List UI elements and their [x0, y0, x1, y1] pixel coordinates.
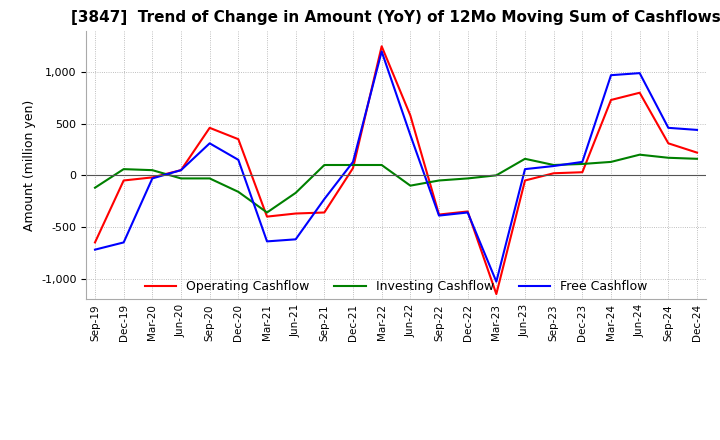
- Operating Cashflow: [320, 210, 328, 215]
- Free Cashflow: [464, 210, 472, 215]
- Free Cashflow: [492, 279, 500, 284]
- Line: Free Cashflow: Free Cashflow: [95, 51, 697, 282]
- Free Cashflow: [406, 132, 415, 138]
- Operating Cashflow: [435, 212, 444, 217]
- Free Cashflow: [693, 127, 701, 132]
- Investing Cashflow: [234, 189, 243, 194]
- Title: [3847]  Trend of Change in Amount (YoY) of 12Mo Moving Sum of Cashflows: [3847] Trend of Change in Amount (YoY) o…: [71, 11, 720, 26]
- Free Cashflow: [635, 70, 644, 76]
- Free Cashflow: [91, 247, 99, 252]
- Operating Cashflow: [464, 209, 472, 214]
- Investing Cashflow: [578, 161, 587, 167]
- Operating Cashflow: [607, 97, 616, 103]
- Investing Cashflow: [91, 185, 99, 191]
- Operating Cashflow: [521, 178, 529, 183]
- Operating Cashflow: [205, 125, 214, 131]
- Free Cashflow: [120, 240, 128, 245]
- Investing Cashflow: [205, 176, 214, 181]
- Operating Cashflow: [176, 168, 185, 173]
- Investing Cashflow: [377, 162, 386, 168]
- Investing Cashflow: [492, 172, 500, 178]
- Free Cashflow: [205, 141, 214, 146]
- Legend: Operating Cashflow, Investing Cashflow, Free Cashflow: Operating Cashflow, Investing Cashflow, …: [140, 275, 652, 298]
- Line: Investing Cashflow: Investing Cashflow: [95, 155, 697, 213]
- Free Cashflow: [148, 176, 157, 181]
- Operating Cashflow: [292, 211, 300, 216]
- Y-axis label: Amount (million yen): Amount (million yen): [22, 99, 35, 231]
- Operating Cashflow: [549, 171, 558, 176]
- Operating Cashflow: [693, 150, 701, 155]
- Free Cashflow: [348, 159, 357, 165]
- Investing Cashflow: [176, 176, 185, 181]
- Free Cashflow: [435, 213, 444, 218]
- Operating Cashflow: [492, 291, 500, 297]
- Investing Cashflow: [435, 178, 444, 183]
- Investing Cashflow: [693, 156, 701, 161]
- Investing Cashflow: [607, 159, 616, 165]
- Free Cashflow: [607, 73, 616, 78]
- Free Cashflow: [234, 157, 243, 162]
- Investing Cashflow: [406, 183, 415, 188]
- Investing Cashflow: [348, 162, 357, 168]
- Operating Cashflow: [578, 169, 587, 175]
- Operating Cashflow: [91, 240, 99, 245]
- Operating Cashflow: [406, 113, 415, 118]
- Investing Cashflow: [521, 156, 529, 161]
- Free Cashflow: [549, 163, 558, 169]
- Line: Operating Cashflow: Operating Cashflow: [95, 46, 697, 294]
- Free Cashflow: [578, 159, 587, 165]
- Free Cashflow: [521, 166, 529, 172]
- Free Cashflow: [263, 239, 271, 244]
- Free Cashflow: [377, 49, 386, 54]
- Operating Cashflow: [148, 175, 157, 180]
- Operating Cashflow: [120, 178, 128, 183]
- Operating Cashflow: [348, 165, 357, 171]
- Investing Cashflow: [292, 190, 300, 195]
- Operating Cashflow: [377, 44, 386, 49]
- Investing Cashflow: [148, 168, 157, 173]
- Investing Cashflow: [635, 152, 644, 158]
- Investing Cashflow: [320, 162, 328, 168]
- Operating Cashflow: [664, 141, 672, 146]
- Operating Cashflow: [263, 214, 271, 219]
- Investing Cashflow: [549, 162, 558, 168]
- Free Cashflow: [664, 125, 672, 131]
- Investing Cashflow: [120, 166, 128, 172]
- Operating Cashflow: [635, 90, 644, 95]
- Operating Cashflow: [234, 136, 243, 142]
- Investing Cashflow: [664, 155, 672, 161]
- Free Cashflow: [292, 237, 300, 242]
- Investing Cashflow: [263, 210, 271, 215]
- Free Cashflow: [320, 196, 328, 202]
- Free Cashflow: [176, 168, 185, 173]
- Investing Cashflow: [464, 176, 472, 181]
